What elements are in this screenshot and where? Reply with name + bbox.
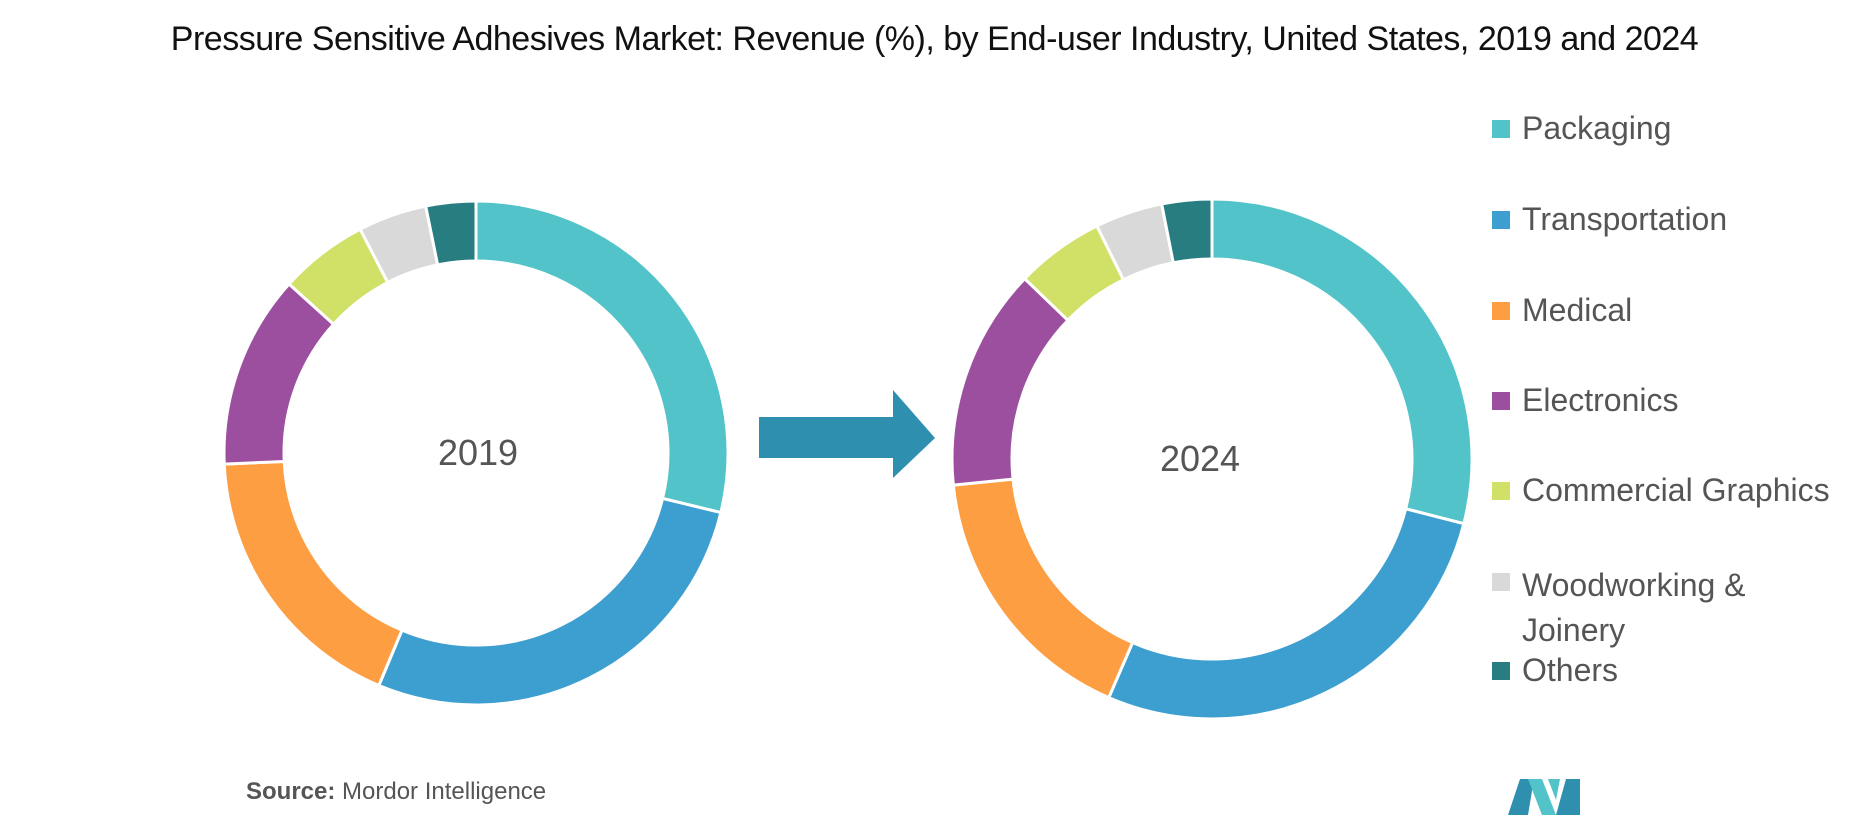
legend-label: Others: [1522, 652, 1619, 688]
mordor-logo: [1508, 779, 1580, 815]
legend-item-others: Others: [1492, 652, 1618, 689]
center-label-2024: 2024: [1160, 438, 1240, 479]
legend-swatch: [1492, 120, 1510, 138]
legend-swatch: [1492, 392, 1510, 410]
center-label-2019: 2019: [438, 432, 518, 473]
slice-2024-medical: [951, 477, 1135, 700]
donut-2019: [222, 199, 730, 707]
slice-2019-transportation: [376, 496, 723, 707]
legend-label: Woodworking & Joinery: [1522, 567, 1746, 648]
slice-2024-others: [1159, 197, 1214, 265]
slice-2024-electronics: [950, 276, 1071, 487]
legend-label: Electronics: [1522, 382, 1679, 418]
source-value: Mordor Intelligence: [342, 778, 547, 805]
legend-item-packaging: Packaging: [1492, 110, 1671, 147]
legend-item-commercial-graphics: Commercial Graphics: [1492, 472, 1830, 509]
legend-item-medical: Medical: [1492, 292, 1632, 329]
slice-2024-packaging: [1210, 197, 1474, 526]
arrow-icon: [759, 390, 935, 478]
legend-swatch: [1492, 302, 1510, 320]
legend-swatch: [1492, 662, 1510, 680]
legend-label: Transportation: [1522, 201, 1728, 237]
legend-item-electronics: Electronics: [1492, 382, 1679, 419]
source-note: Source: Mordor Intelligence: [246, 778, 546, 806]
legend-swatch: [1492, 211, 1510, 229]
donut-2024: [950, 197, 1474, 721]
legend-item-woodworking-joinery: Woodworking & Joinery: [1492, 563, 1822, 653]
slice-2019-others: [423, 199, 478, 267]
legend-label: Packaging: [1522, 110, 1672, 146]
slice-2024-transportation: [1106, 506, 1466, 721]
legend-swatch: [1492, 573, 1510, 591]
legend-swatch: [1492, 482, 1510, 500]
legend-label: Medical: [1522, 292, 1633, 328]
slice-2019-medical: [222, 459, 404, 688]
source-label: Source:: [246, 778, 336, 805]
legend-label: Commercial Graphics: [1522, 472, 1830, 508]
chart-title: Pressure Sensitive Adhesives Market: Rev…: [170, 20, 1699, 58]
legend-item-transportation: Transportation: [1492, 201, 1727, 238]
